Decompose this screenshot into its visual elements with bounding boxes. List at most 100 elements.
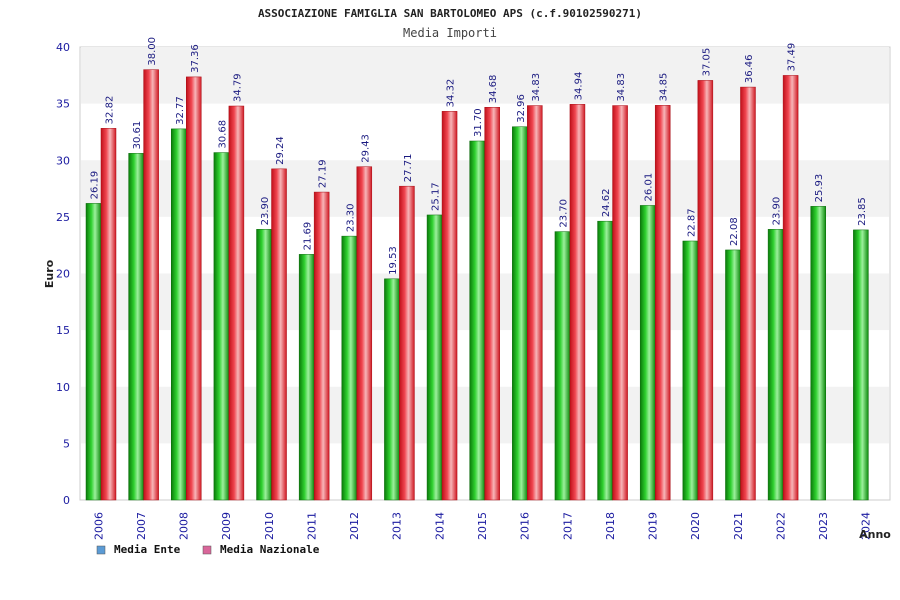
x-tick-label: 2022: [774, 512, 787, 540]
bar-media-nazionale: [612, 105, 628, 501]
bar-media-nazionale: [313, 191, 330, 501]
x-axis-label: Anno: [859, 528, 891, 541]
bar-media-ente: [85, 203, 102, 501]
chart-title: ASSOCIAZIONE FAMIGLIA SAN BARTOLOMEO APS…: [258, 7, 642, 20]
bar-media-nazionale: [527, 105, 543, 501]
x-tick-label: 2008: [178, 512, 191, 540]
data-label: 34.85: [659, 73, 670, 102]
legend-swatch: [96, 545, 106, 555]
data-label: 21.69: [303, 222, 314, 251]
data-label: 25.17: [431, 182, 442, 211]
data-label: 34.83: [531, 73, 542, 102]
bar-media-ente: [171, 128, 187, 501]
legend-label: Media Ente: [114, 543, 181, 556]
bar-media-ente: [512, 126, 528, 501]
data-label: 23.30: [345, 203, 356, 232]
y-tick-label: 5: [63, 437, 70, 450]
x-tick-label: 2016: [519, 512, 532, 540]
bar-media-ente: [469, 140, 485, 501]
bar-media-nazionale: [697, 80, 714, 501]
x-tick-label: 2011: [305, 512, 318, 540]
x-tick-label: 2017: [561, 512, 574, 540]
bar-media-nazionale: [740, 86, 756, 501]
data-label: 26.19: [90, 171, 101, 200]
y-tick-label: 25: [56, 211, 70, 224]
x-tick-label: 2015: [476, 512, 489, 540]
y-tick-label: 30: [56, 154, 70, 167]
bar-media-ente: [597, 220, 613, 501]
x-tick-label: 2012: [348, 512, 361, 540]
data-label: 37.05: [701, 48, 712, 77]
data-label: 32.82: [105, 96, 116, 125]
y-tick-label: 35: [56, 98, 70, 111]
x-tick-label: 2007: [135, 512, 148, 540]
bar-media-nazionale: [356, 166, 373, 501]
data-label: 29.43: [360, 134, 371, 163]
data-label: 22.87: [686, 208, 697, 237]
bar-media-ente: [256, 229, 272, 501]
data-label: 27.71: [403, 154, 414, 183]
data-label: 26.01: [644, 173, 655, 202]
x-tick-label: 2013: [391, 512, 404, 540]
bar-media-nazionale: [399, 185, 415, 501]
data-label: 36.46: [744, 54, 755, 83]
x-tick-label: 2006: [92, 512, 105, 540]
x-tick-label: 2014: [433, 512, 446, 540]
bar-media-nazionale: [782, 75, 799, 501]
data-label: 23.85: [857, 197, 868, 226]
bar-media-ente: [128, 153, 144, 501]
data-label: 30.61: [132, 121, 143, 150]
y-tick-label: 20: [56, 268, 70, 281]
bar-media-ente: [810, 206, 826, 501]
data-label: 29.24: [275, 136, 286, 165]
data-label: 37.49: [787, 43, 798, 72]
bar-media-ente: [767, 229, 784, 501]
legend: Media Ente Media Nazionale: [96, 543, 320, 556]
bar-media-nazionale: [143, 69, 159, 501]
bar-media-ente: [213, 152, 230, 501]
x-tick-label: 2024: [860, 512, 873, 540]
y-tick-label: 0: [63, 494, 70, 507]
x-tick-label: 2020: [689, 512, 702, 540]
grid-band: [81, 47, 889, 104]
y-tick-label: 10: [56, 381, 70, 394]
x-axis-ticks: 2006 2007 2008 2009 2010 2011 2012 2013 2014 2015…: [92, 512, 872, 540]
y-axis-ticks: 0 5 10 15 20 25 30 35 40: [56, 41, 70, 507]
data-label: 32.96: [516, 94, 527, 123]
data-label: 19.53: [388, 246, 399, 275]
bar-media-ente: [682, 240, 699, 501]
bar-media-ente: [298, 254, 315, 501]
data-label: 25.93: [814, 174, 825, 203]
data-label: 38.00: [147, 37, 158, 66]
bar-media-ente: [341, 235, 358, 501]
bar-media-nazionale: [100, 128, 117, 501]
data-label: 37.36: [190, 44, 201, 73]
y-tick-label: 15: [56, 324, 70, 337]
chart-subtitle: Media Importi: [403, 26, 497, 40]
data-label: 23.90: [772, 197, 783, 226]
data-label: 23.90: [260, 197, 271, 226]
data-label: 23.70: [558, 199, 569, 228]
data-label: 22.08: [729, 217, 740, 246]
bar-media-nazionale: [186, 76, 202, 501]
bar-media-nazionale: [654, 105, 671, 501]
data-label: 27.19: [318, 159, 329, 188]
bar-media-ente: [384, 278, 400, 501]
x-tick-label: 2019: [647, 512, 660, 540]
x-tick-label: 2010: [263, 512, 276, 540]
data-label: 30.68: [217, 120, 228, 149]
legend-swatch: [202, 545, 212, 555]
x-tick-label: 2021: [732, 512, 745, 540]
bar-media-nazionale: [271, 168, 287, 501]
bar-media-nazionale: [569, 104, 586, 501]
bar-media-ente: [554, 231, 571, 501]
bar-media-nazionale: [228, 105, 245, 501]
data-label: 34.68: [488, 75, 499, 104]
x-tick-label: 2018: [604, 512, 617, 540]
data-label: 34.79: [232, 73, 243, 102]
y-axis-label: Euro: [43, 259, 56, 288]
bar-media-ente: [725, 249, 741, 501]
bars-group: 26.19 32.82 30.61 38.00 32.77 37.36 30.68 34.79…: [85, 37, 869, 501]
bar-media-ente: [426, 214, 443, 501]
